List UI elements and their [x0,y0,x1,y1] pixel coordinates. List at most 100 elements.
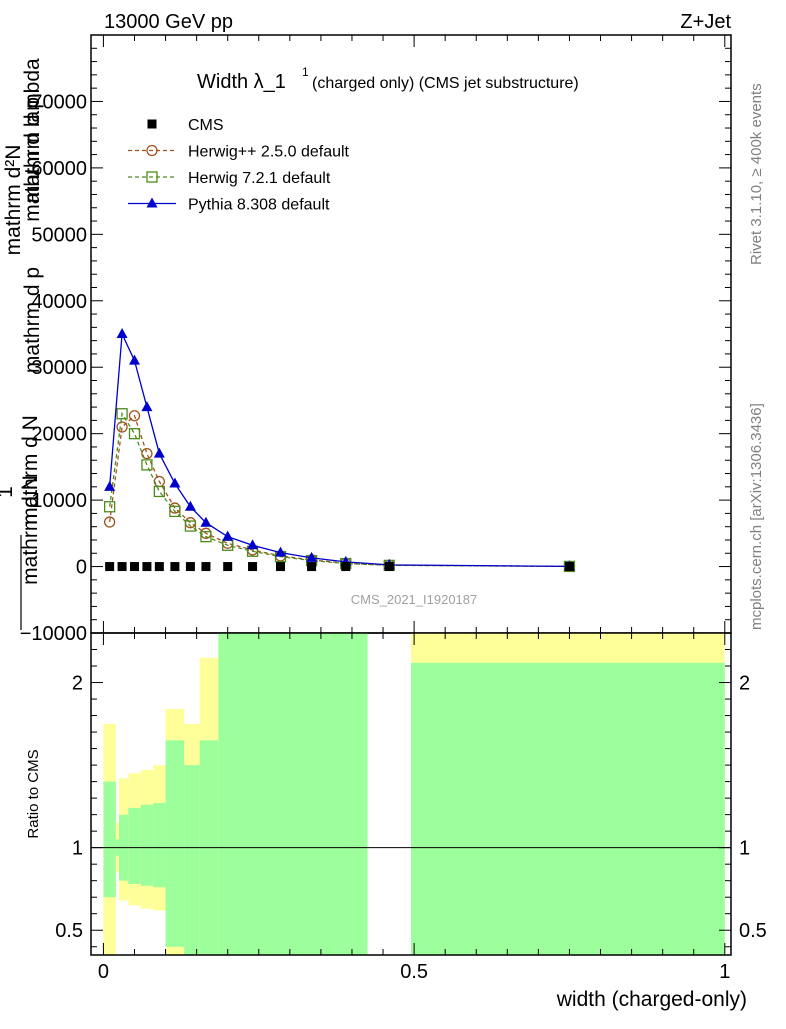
ratio-y-ticks: 0.5 0.5 1 1 2 2 [55,649,767,948]
header-process-label: Z+Jet [680,11,731,33]
data-point [141,459,153,471]
data-point [105,562,115,572]
ratio-x-ticks: 0 0.5 1 [98,633,730,983]
main-y-axis-label-line: mathrm d lambda [21,58,44,222]
data-point [222,530,234,541]
data-point [169,505,181,518]
data-point [103,501,116,513]
data-point [200,516,212,527]
data-point [153,485,165,498]
data-point [223,562,233,572]
ratio-band-green [140,804,154,886]
main-y-axis-label-line: mathrm d N [19,475,42,585]
ratio-y-tick-label-right: 2 [739,673,750,695]
series-herwig-2-5-0-default [103,410,576,573]
main-x-ticks [102,35,726,633]
data-point [142,562,152,572]
legend-label: Herwig 7.2.1 default [188,170,331,187]
legend-label: Herwig++ 2.5.0 default [188,144,350,161]
data-point [104,480,116,491]
series-layer [103,328,576,573]
ratio-band-green [218,633,368,955]
data-point [276,562,286,572]
legend-label: CMS [188,117,224,134]
analysis-watermark: CMS_2021_I1920187 [351,592,478,607]
legend: CMS Herwig++ 2.5.0 default Herwig 7.2.1 de… [128,117,350,214]
data-point [184,520,197,532]
ratio-y-tick-label-left: 1 [72,838,83,860]
ratio-band-green [103,781,116,898]
main-y-axis-label-line: mathrm d²N [2,145,25,256]
main-y-tick-label: 20000 [31,424,87,446]
main-y-tick-label: 10000 [31,490,87,512]
data-point [116,328,128,338]
x-tick-label: 0.5 [400,961,428,983]
data-point [103,516,116,528]
legend-marker [146,144,158,157]
rivet-version-label: Rivet 3.1.10, ≥ 400k events [748,83,765,265]
series-herwig-7-2-1-default [103,408,576,573]
ratio-band-green [153,803,166,888]
x-axis-label: width (charged-only) [556,988,747,1011]
data-point [128,354,140,365]
main-y-tick-label: −10000 [20,623,87,645]
ratio-band-green [411,662,725,955]
data-point [184,500,196,511]
legend-marker [146,171,158,183]
data-point [129,562,139,572]
title-superscript: 1 [302,65,309,79]
ratio-y-axis-label: Ratio to CMS [25,749,42,838]
data-point [117,562,127,572]
data-point [141,401,153,412]
main-y-tick-label: 50000 [31,224,87,246]
ratio-y-tick-label-left: 2 [72,673,83,695]
data-point [116,421,128,433]
data-point [116,408,128,420]
data-point [247,539,259,550]
data-point [275,546,287,557]
main-y-tick-label: 0 [76,557,87,579]
data-point [384,562,394,572]
data-point [200,531,212,543]
ratio-y-tick-label-right: 0.5 [739,920,767,942]
main-plot-frame [90,34,732,634]
main-y-tick-label: 60000 [31,158,87,180]
main-y-tick-label: 40000 [31,291,87,313]
ratio-bands [103,633,725,955]
main-y-axis-label-line: 1 [0,486,17,498]
data-point [154,562,164,572]
x-tick-label: 1 [719,961,730,983]
ratio-band-green [184,765,200,955]
data-point [128,410,141,422]
ratio-plot-panel: 0.5 0.5 1 1 2 2 0 0.5 1 Ratio to CMS width (cha… [25,632,767,1011]
data-point [306,551,318,562]
ratio-y-tick-label-right: 1 [739,838,750,860]
title-main: Width λ_1 [197,71,286,93]
ratio-y-tick-label-left: 0.5 [55,920,83,942]
main-y-tick-label: 70000 [31,91,87,113]
series-line [108,414,570,568]
title-subtitle: (charged only) (CMS jet substructure) [312,75,579,92]
series-line [108,411,570,568]
main-y-axis-label-line: mathrm d N [19,415,42,525]
data-point [248,562,258,572]
main-y-tick-label: 30000 [31,357,87,379]
ratio-band-green [165,740,185,947]
data-point [153,447,165,458]
main-title: Width λ_1 1 (charged only) (CMS jet subs… [197,65,579,93]
main-y-axis-label-line: mathrm d p [21,97,44,203]
legend-label: Pythia 8.308 default [188,197,330,214]
data-point [185,562,195,572]
data-point [170,562,180,572]
data-point [128,428,141,440]
data-point [307,562,317,572]
main-plot-panel: −10000 0 10000 20000 30000 40000 50000 60000 700… [0,34,732,645]
legend-marker [147,119,157,129]
data-point [141,447,153,460]
mcplots-label: mcplots.cern.ch [arXiv:1306.3436] [748,403,765,630]
data-point [564,562,574,572]
main-y-axis-label-line: mathrm d p [21,267,44,373]
series-line [108,331,570,568]
